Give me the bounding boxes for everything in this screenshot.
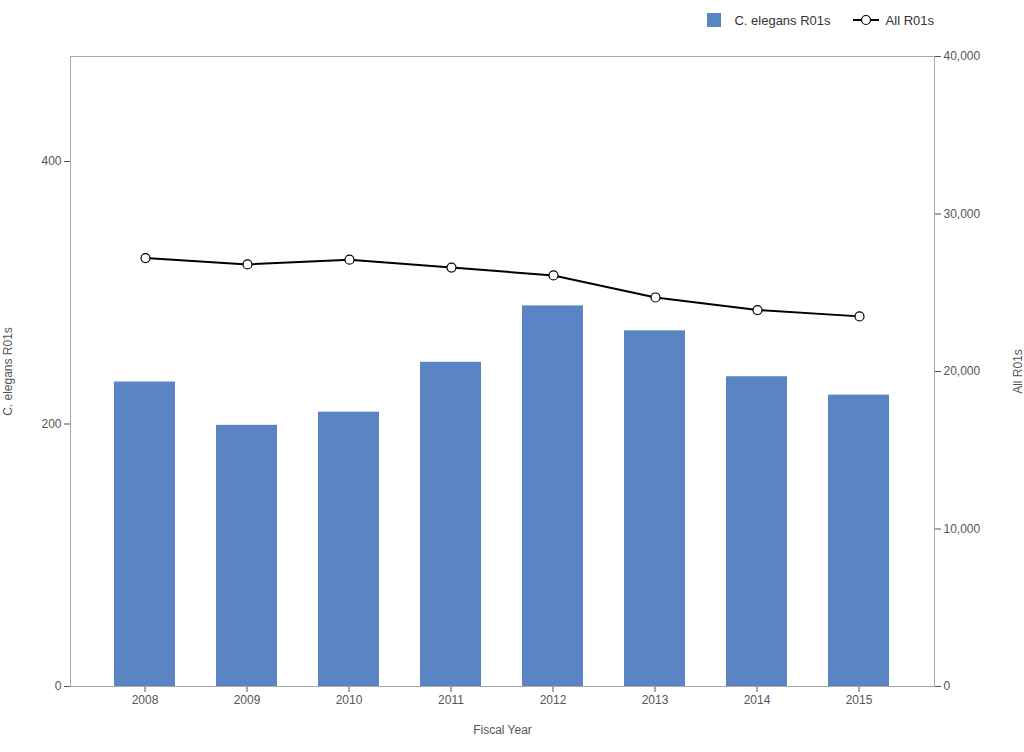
svg-text:2008: 2008 bbox=[132, 693, 159, 707]
svg-text:0: 0 bbox=[944, 679, 951, 693]
svg-text:10,000: 10,000 bbox=[944, 522, 981, 536]
html-text:C. elegans R01s: C. elegans R01s bbox=[734, 12, 831, 28]
svg-text:All R01s: All R01s bbox=[1011, 349, 1024, 394]
svg-text:2009: 2009 bbox=[234, 693, 261, 707]
svg-text:2014: 2014 bbox=[744, 693, 771, 707]
svg-text:40,000: 40,000 bbox=[944, 49, 981, 63]
svg-text:20,000: 20,000 bbox=[944, 364, 981, 378]
html-text:All R01s: All R01s bbox=[885, 12, 934, 28]
svg-text:2012: 2012 bbox=[540, 693, 567, 707]
svg-text:2013: 2013 bbox=[642, 693, 669, 707]
svg-text:200: 200 bbox=[41, 417, 61, 431]
svg-text:2015: 2015 bbox=[846, 693, 873, 707]
svg-text:2010: 2010 bbox=[336, 693, 363, 707]
svg-text:C. elegans R01s: C. elegans R01s bbox=[1, 327, 15, 416]
svg-text:Fiscal Year: Fiscal Year bbox=[473, 723, 532, 737]
svg-text:400: 400 bbox=[41, 154, 61, 168]
svg-text:2011: 2011 bbox=[438, 693, 464, 707]
svg-text:0: 0 bbox=[55, 679, 62, 693]
svg-text:30,000: 30,000 bbox=[944, 207, 981, 221]
